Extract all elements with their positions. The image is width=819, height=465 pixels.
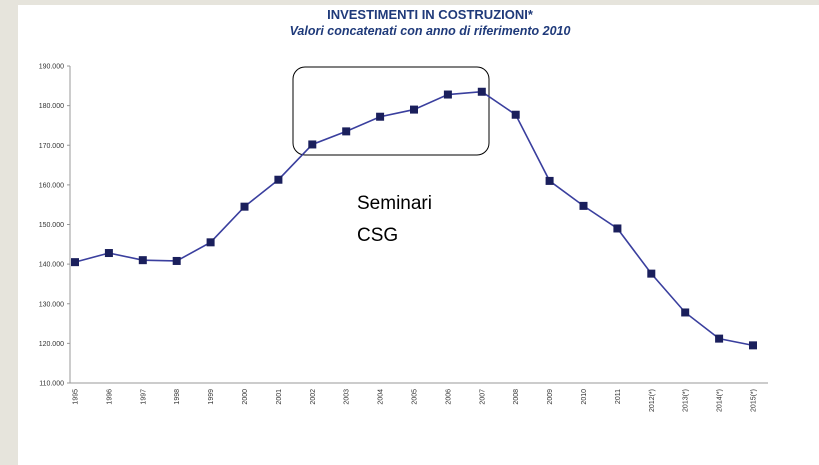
marker (715, 334, 724, 343)
marker (240, 202, 249, 211)
plot-background (18, 5, 819, 465)
x-tick-label: 1997 (140, 389, 147, 405)
y-tick-label: 130.000 (39, 301, 64, 308)
y-tick-label: 120.000 (39, 341, 64, 348)
marker (511, 110, 520, 119)
x-tick-label: 2009 (547, 389, 554, 405)
y-tick-label: 190.000 (39, 64, 64, 71)
marker (681, 308, 690, 317)
marker (647, 269, 656, 278)
x-tick-label: 2011 (615, 389, 622, 404)
y-tick-label: 110.000 (39, 381, 64, 388)
y-tick-label: 140.000 (39, 262, 64, 269)
y-tick-label: 150.000 (39, 222, 64, 229)
marker (545, 176, 554, 185)
x-tick-label: 2014(*) (717, 389, 724, 412)
marker (274, 175, 283, 184)
marker (138, 256, 147, 265)
marker (613, 224, 622, 233)
x-tick-label: 1998 (174, 389, 181, 405)
marker (410, 105, 418, 114)
x-tick-label: 2012(*) (649, 389, 656, 412)
marker (749, 341, 757, 350)
marker (71, 258, 79, 267)
x-tick-label: 2010 (581, 389, 588, 405)
x-tick-label: 1995 (73, 389, 80, 405)
y-tick-label: 180.000 (39, 103, 64, 110)
annotation: Seminari (357, 193, 432, 214)
marker (376, 112, 385, 121)
marker (206, 238, 215, 247)
annotation: CSG (357, 225, 398, 246)
x-tick-label: 2003 (344, 389, 351, 405)
x-tick-label: 2005 (412, 389, 419, 405)
x-tick-label: 2013(*) (683, 389, 690, 412)
x-tick-label: 2015(*) (751, 389, 758, 412)
x-tick-label: 1999 (208, 389, 215, 405)
marker (477, 87, 486, 96)
x-tick-label: 2004 (378, 389, 385, 405)
y-tick-label: 170.000 (39, 143, 64, 150)
x-tick-label: 2008 (513, 389, 520, 405)
x-tick-label: 2000 (242, 389, 249, 405)
y-tick-label: 160.000 (39, 182, 64, 189)
x-tick-label: 2007 (479, 389, 486, 405)
highlight-box (292, 66, 490, 156)
marker (443, 90, 452, 99)
marker (104, 249, 113, 258)
x-tick-label: 1996 (106, 389, 113, 405)
marker (579, 201, 588, 210)
chart-subtitle: Valori concatenati con anno di riferimen… (290, 24, 571, 38)
chart-title: INVESTIMENTI IN COSTRUZIONI* (327, 7, 534, 22)
x-tick-label: 2002 (310, 389, 317, 405)
marker (172, 256, 181, 265)
marker (308, 140, 317, 149)
x-tick-label: 2001 (276, 389, 283, 405)
marker (342, 127, 351, 136)
x-tick-label: 2006 (445, 389, 452, 405)
